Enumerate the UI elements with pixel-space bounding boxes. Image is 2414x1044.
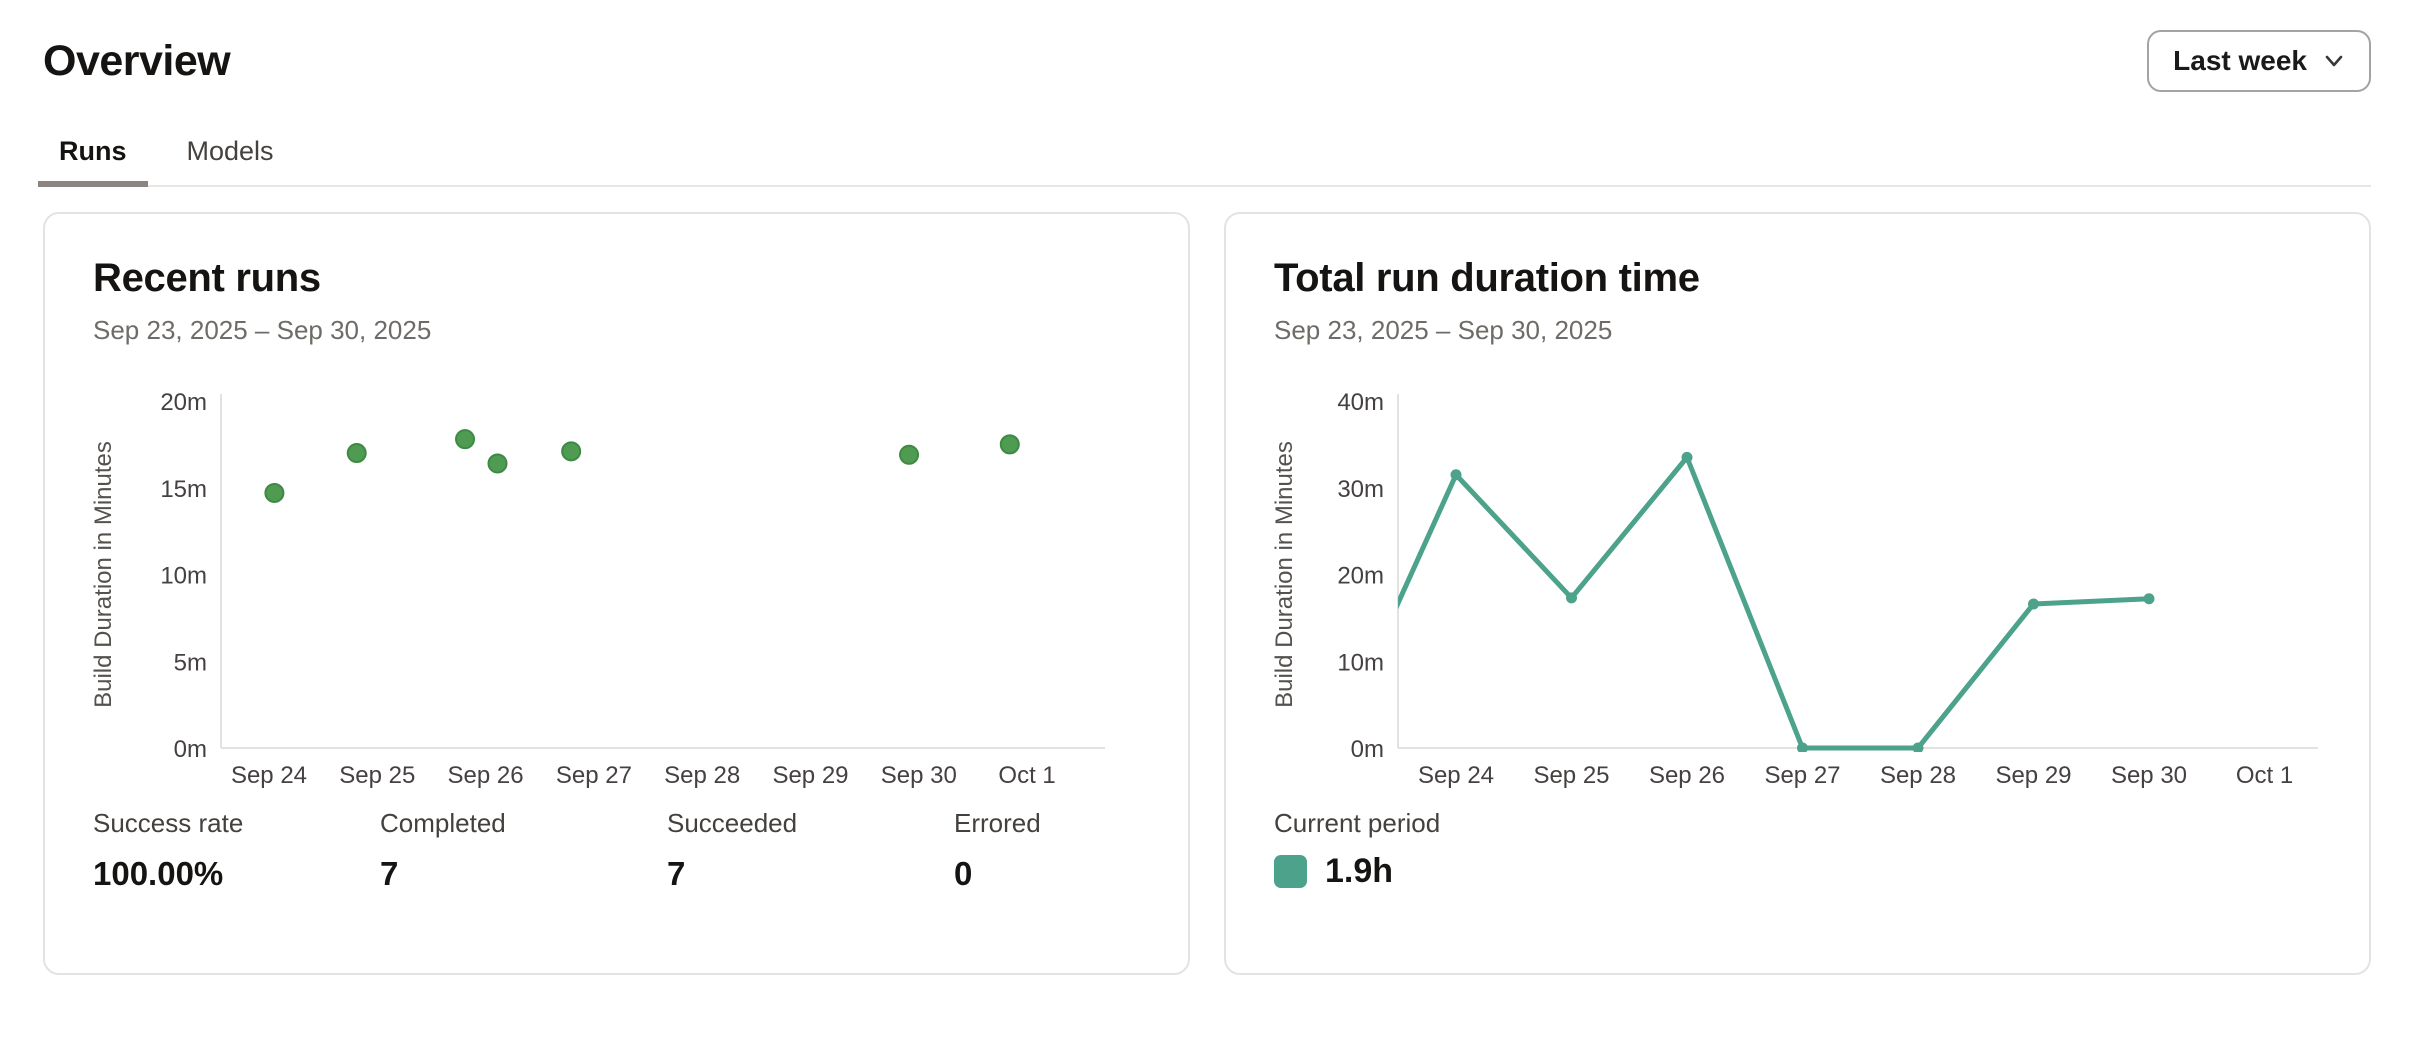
y-tick-label: 20m — [1337, 563, 1384, 590]
duration-line — [1398, 454, 2152, 751]
stat-success-rate: Success rate 100.00% — [93, 808, 380, 893]
stat-label: Completed — [380, 808, 506, 838]
y-tick-label: 10m — [1337, 649, 1384, 676]
x-tick-label: Oct 1 — [2236, 762, 2293, 789]
run-data-point[interactable] — [999, 434, 1020, 455]
tab-models[interactable]: Models — [166, 128, 295, 187]
duration-line-point[interactable] — [1797, 742, 1808, 754]
total-duration-title: Total run duration time — [1274, 256, 1700, 300]
stat-errored: Errored 0 — [954, 808, 1041, 893]
x-tick-label: Sep 28 — [664, 762, 740, 789]
duration-line-point[interactable] — [2028, 598, 2039, 610]
x-tick-label: Sep 27 — [1764, 762, 1840, 789]
legend-swatch — [1274, 855, 1307, 888]
duration-line-point[interactable] — [2143, 593, 2155, 605]
recent-runs-scatter-chart: 0m 5m 10m 15m 20m Sep 24 Sep 25 Sep 26 Sep 27 Sep… — [93, 390, 1105, 789]
x-tick-label: Sep 29 — [772, 762, 848, 789]
tab-models-label: Models — [186, 136, 274, 166]
stat-completed: Completed 7 — [380, 808, 667, 893]
x-tick-label: Sep 24 — [231, 762, 307, 789]
x-tick-label: Sep 24 — [1418, 762, 1494, 789]
y-tick-label: 20m — [160, 390, 207, 416]
duration-line-point[interactable] — [1566, 592, 1577, 604]
stat-succeeded: Succeeded 7 — [667, 808, 954, 893]
stat-label: Succeeded — [667, 808, 798, 838]
duration-line-point[interactable] — [1912, 742, 1924, 754]
recent-runs-title: Recent runs — [93, 256, 321, 300]
run-data-point[interactable] — [487, 453, 508, 474]
period-selector-label: Last week — [2173, 45, 2307, 76]
x-tick-label: Sep 27 — [556, 762, 632, 789]
total-duration-card: Total run duration time Sep 23, 2025 – S… — [1224, 212, 2371, 975]
total-duration-date-range: Sep 23, 2025 – Sep 30, 2025 — [1274, 315, 1613, 345]
stat-value: 100.00% — [93, 855, 224, 892]
stat-label: Success rate — [93, 808, 244, 838]
y-axis-title: Build Duration in Minutes — [1274, 441, 1298, 708]
chevron-down-icon — [2323, 52, 2345, 70]
tab-runs[interactable]: Runs — [38, 128, 148, 187]
top-bar: Overview Last week — [0, 0, 2414, 92]
y-axis-title: Build Duration in Minutes — [93, 441, 117, 708]
duration-line-point[interactable] — [1681, 451, 1693, 463]
x-tick-label: Sep 30 — [2111, 762, 2187, 789]
x-tick-label: Sep 29 — [1995, 762, 2071, 789]
total-duration-line-chart: 0m 10m 20m 30m 40m Sep 24 Sep 25 Sep 26 Sep 27 Se… — [1274, 390, 2318, 789]
x-tick-label: Oct 1 — [998, 762, 1055, 789]
run-data-point[interactable] — [561, 441, 582, 462]
run-stats-row: Success rate 100.00% Completed 7 Succeed… — [93, 808, 1140, 893]
run-data-point[interactable] — [264, 482, 285, 503]
y-tick-label: 40m — [1337, 390, 1384, 416]
stat-value: 7 — [380, 855, 399, 892]
x-tick-label: Sep 25 — [1533, 762, 1609, 789]
y-tick-label: 5m — [174, 649, 207, 676]
page-title: Overview — [43, 36, 231, 85]
y-tick-label: 10m — [160, 563, 207, 590]
legend-label: Current period — [1274, 808, 1441, 838]
run-data-point[interactable] — [455, 429, 476, 450]
recent-runs-date-range: Sep 23, 2025 – Sep 30, 2025 — [93, 315, 432, 345]
tab-bar: Runs Models — [38, 128, 2371, 187]
run-data-point[interactable] — [346, 443, 367, 464]
legend-row: 1.9h — [1274, 852, 2321, 891]
x-tick-label: Sep 26 — [1649, 762, 1725, 789]
x-tick-label: Sep 26 — [448, 762, 524, 789]
y-tick-label: 30m — [1337, 476, 1384, 503]
y-tick-label: 15m — [160, 476, 207, 503]
period-selector-button[interactable]: Last week — [2147, 30, 2371, 92]
x-tick-label: Sep 30 — [881, 762, 957, 789]
y-tick-label: 0m — [174, 736, 207, 763]
run-data-point[interactable] — [899, 444, 920, 465]
legend-value: 1.9h — [1325, 852, 1394, 890]
stat-value: 0 — [954, 855, 973, 892]
y-tick-label: 0m — [1351, 736, 1384, 763]
cards-row: Recent runs Sep 23, 2025 – Sep 30, 2025 … — [0, 187, 2414, 975]
tab-runs-label: Runs — [59, 136, 127, 166]
stat-value: 7 — [667, 855, 686, 892]
stat-label: Errored — [954, 808, 1041, 838]
recent-runs-card: Recent runs Sep 23, 2025 – Sep 30, 2025 … — [43, 212, 1190, 975]
duration-line-point[interactable] — [1450, 469, 1462, 481]
x-tick-label: Sep 25 — [339, 762, 415, 789]
x-tick-label: Sep 28 — [1880, 762, 1956, 789]
duration-line-series — [1398, 451, 2155, 754]
